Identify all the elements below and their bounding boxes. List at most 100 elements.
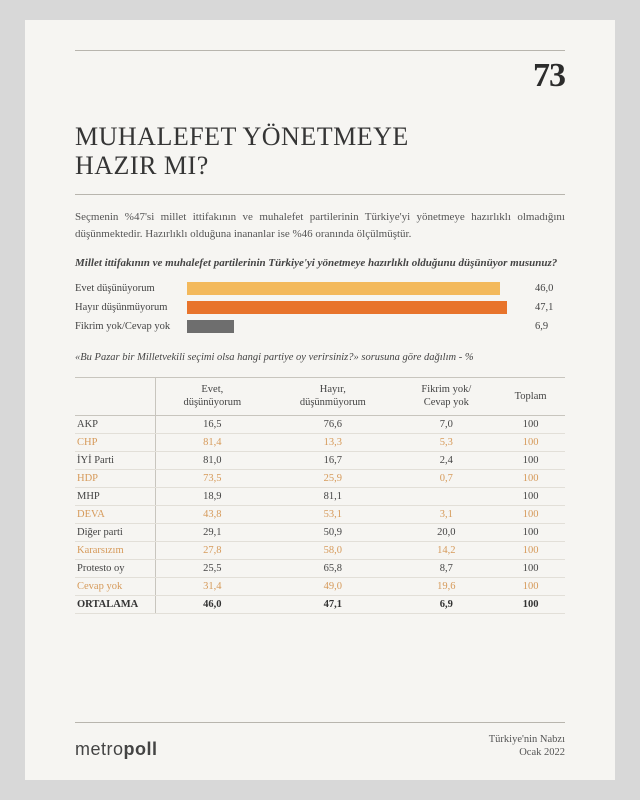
title-line-2: HAZIR MI? (75, 151, 209, 180)
table-cell: İYİ Parti (75, 452, 155, 470)
table-cell: 43,8 (155, 506, 269, 524)
table-row: Protesto oy25,565,88,7100 (75, 560, 565, 578)
table-row: Diğer parti29,150,920,0100 (75, 524, 565, 542)
table-cell: 49,0 (269, 578, 396, 596)
table-cell: 53,1 (269, 506, 396, 524)
bar-track (187, 320, 527, 333)
table-cell: 14,2 (396, 542, 496, 560)
title-line-1: MUHALEFET YÖNETMEYE (75, 122, 409, 151)
table-cell: 50,9 (269, 524, 396, 542)
table-cell: 29,1 (155, 524, 269, 542)
table-cell: Kararsızım (75, 542, 155, 560)
table-row: Kararsızım27,858,014,2100 (75, 542, 565, 560)
page-title: MUHALEFET YÖNETMEYE HAZIR MI? (75, 123, 565, 180)
table-cell: 5,3 (396, 434, 496, 452)
table-cell: 27,8 (155, 542, 269, 560)
bar-value: 46,0 (535, 283, 565, 294)
bar-label: Fikrim yok/Cevap yok (75, 321, 187, 332)
bar-row: Evet düşünüyorum 46,0 (75, 282, 565, 295)
bar-fill (187, 320, 234, 333)
table-row: Cevap yok31,449,019,6100 (75, 578, 565, 596)
table-cell: 100 (496, 578, 565, 596)
table-header: Toplam (496, 378, 565, 416)
table-row: DEVA43,853,13,1100 (75, 506, 565, 524)
table-cell: Diğer parti (75, 524, 155, 542)
brand-logo: metropoll (75, 739, 158, 760)
table-cell: 100 (496, 506, 565, 524)
table-cell: 100 (496, 416, 565, 434)
brand-light: metro (75, 739, 124, 759)
table-cell: 31,4 (155, 578, 269, 596)
table-cell: MHP (75, 488, 155, 506)
table-cell: 18,9 (155, 488, 269, 506)
survey-question: Millet ittifakının ve muhalefet partiler… (75, 256, 565, 271)
table-cell: 3,1 (396, 506, 496, 524)
table-cell: 100 (496, 488, 565, 506)
table-row-total: ORTALAMA46,047,16,9100 (75, 596, 565, 614)
bar-label: Evet düşünüyorum (75, 283, 187, 294)
table-cell: 81,4 (155, 434, 269, 452)
table-cell: AKP (75, 416, 155, 434)
bar-row: Hayır düşünmüyorum 47,1 (75, 301, 565, 314)
table-cell: 47,1 (269, 596, 396, 614)
table-row: HDP73,525,90,7100 (75, 470, 565, 488)
bar-value: 6,9 (535, 321, 565, 332)
table-cell: 81,0 (155, 452, 269, 470)
bar-fill (187, 301, 507, 314)
table-header: Evet,düşünüyorum (155, 378, 269, 416)
table-cell: 13,3 (269, 434, 396, 452)
table-cell: 100 (496, 452, 565, 470)
footer-right: Türkiye'nin Nabzı Ocak 2022 (489, 733, 565, 760)
bar-value: 47,1 (535, 302, 565, 313)
table-cell: 7,0 (396, 416, 496, 434)
table-row: CHP81,413,35,3100 (75, 434, 565, 452)
title-rule (75, 194, 565, 195)
bar-row: Fikrim yok/Cevap yok 6,9 (75, 320, 565, 333)
table-header: Hayır,düşünmüyorum (269, 378, 396, 416)
table-cell: Cevap yok (75, 578, 155, 596)
table-row: AKP16,576,67,0100 (75, 416, 565, 434)
table-cell: 19,6 (396, 578, 496, 596)
page: 73 MUHALEFET YÖNETMEYE HAZIR MI? Seçmeni… (25, 20, 615, 780)
table-header: Fikrim yok/Cevap yok (396, 378, 496, 416)
bar-track (187, 301, 527, 314)
table-cell: 65,8 (269, 560, 396, 578)
table-cell: DEVA (75, 506, 155, 524)
page-number: 73 (75, 57, 565, 95)
table-cell: 25,5 (155, 560, 269, 578)
footer: metropoll Türkiye'nin Nabzı Ocak 2022 (75, 722, 565, 760)
table-cell: 100 (496, 470, 565, 488)
table-cell: 20,0 (396, 524, 496, 542)
footer-line-2: Ocak 2022 (489, 746, 565, 760)
data-table: Evet,düşünüyorumHayır,düşünmüyorumFikrim… (75, 377, 565, 614)
table-header (75, 378, 155, 416)
table-cell: 46,0 (155, 596, 269, 614)
bar-label: Hayır düşünmüyorum (75, 302, 187, 313)
bar-chart: Evet düşünüyorum 46,0 Hayır düşünmüyorum 47… (75, 282, 565, 333)
table-cell: 100 (496, 524, 565, 542)
brand-bold: poll (124, 739, 158, 759)
table-cell: 2,4 (396, 452, 496, 470)
table-cell: 16,5 (155, 416, 269, 434)
top-rule (75, 50, 565, 51)
table-cell: 58,0 (269, 542, 396, 560)
table-cell: 100 (496, 434, 565, 452)
table-cell: 73,5 (155, 470, 269, 488)
table-cell: 81,1 (269, 488, 396, 506)
table-cell: ORTALAMA (75, 596, 155, 614)
table-cell: 76,6 (269, 416, 396, 434)
table-cell: 8,7 (396, 560, 496, 578)
table-cell: HDP (75, 470, 155, 488)
table-cell: CHP (75, 434, 155, 452)
table-cell: Protesto oy (75, 560, 155, 578)
table-cell: 100 (496, 560, 565, 578)
sub-question: «Bu Pazar bir Milletvekili seçimi olsa h… (75, 351, 565, 366)
table-row: MHP18,981,1 100 (75, 488, 565, 506)
table-cell: 100 (496, 596, 565, 614)
table-cell: 0,7 (396, 470, 496, 488)
table-cell: 25,9 (269, 470, 396, 488)
table-row: İYİ Parti81,016,72,4100 (75, 452, 565, 470)
table-cell (396, 488, 496, 506)
table-cell: 100 (496, 542, 565, 560)
footer-line-1: Türkiye'nin Nabzı (489, 733, 565, 747)
